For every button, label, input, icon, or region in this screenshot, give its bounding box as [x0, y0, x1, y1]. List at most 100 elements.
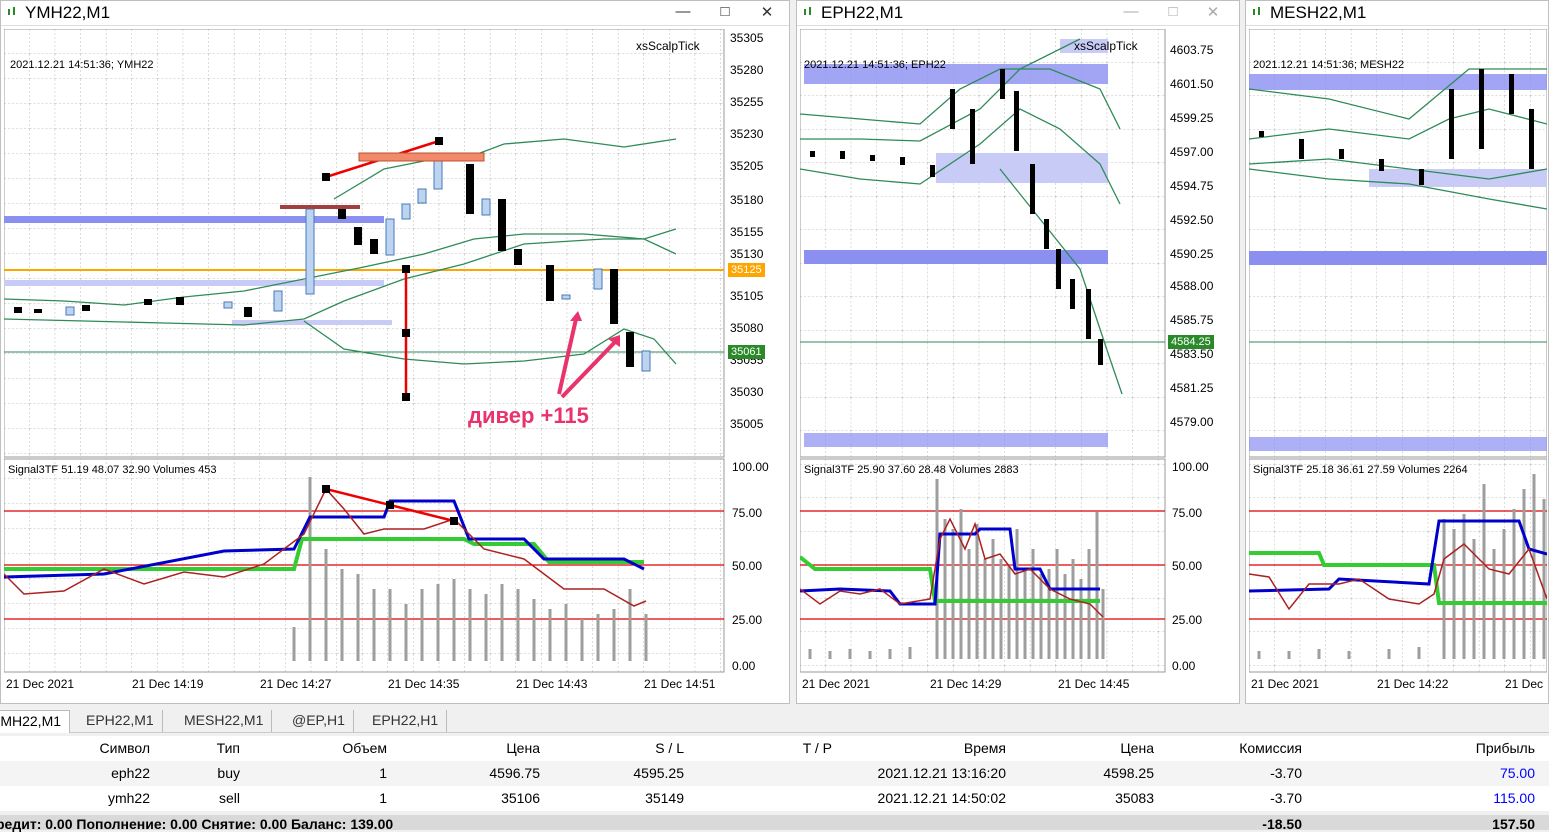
- tab-ymh22-m1[interactable]: YMH22,M1: [0, 710, 71, 733]
- price-tick: 4583.50: [1170, 347, 1214, 361]
- time-label: 21 Dec: [1505, 677, 1544, 691]
- maximize-icon[interactable]: □: [1168, 3, 1178, 20]
- cell-volume: 1: [379, 765, 387, 781]
- col-header-price[interactable]: Цена: [506, 740, 540, 756]
- cell-symbol: eph22: [111, 765, 150, 781]
- divergence-annotation: дивер +115: [468, 403, 589, 428]
- sub-tick: 100.00: [1172, 460, 1209, 474]
- col-header-symbol[interactable]: Символ: [99, 740, 150, 756]
- candles: [1259, 69, 1534, 185]
- time-label: 21 Dec 14:51: [644, 677, 716, 691]
- sub-tick: 0.00: [732, 659, 756, 673]
- cell-type: sell: [218, 790, 240, 806]
- time-label: 21 Dec 2021: [802, 677, 871, 691]
- col-header-time[interactable]: Время: [963, 740, 1006, 756]
- col-header-type[interactable]: Тип: [216, 740, 240, 756]
- chart-info-label: 2021.12.21 14:51:36; MESH22: [1253, 59, 1405, 71]
- cell-sl: 35149: [645, 790, 684, 806]
- cell-symbol: ymh22: [107, 790, 150, 806]
- minimize-icon[interactable]: —: [675, 3, 691, 20]
- close-icon[interactable]: ✕: [1206, 4, 1220, 21]
- col-header-volume[interactable]: Объем: [342, 740, 387, 756]
- chart-icon: [804, 7, 811, 15]
- chart-canvas: [4, 29, 725, 673]
- account-summary-row: редит: 0.00 Пополнение: 0.00 Снятие: 0.0…: [0, 815, 1549, 832]
- cell-commission: -3.70: [1270, 765, 1302, 781]
- price-chart[interactable]: 2021.12.21 14:51:36; YMH22 xsScalpTick S…: [4, 29, 786, 700]
- sub-tick: 25.00: [732, 613, 763, 627]
- bollinger-upper: [4, 228, 677, 306]
- price-tick: 4590.25: [1170, 247, 1214, 261]
- window-titlebar[interactable]: EPH22,M1 — □ ✕: [797, 1, 1239, 26]
- cell-price: 35106: [501, 790, 540, 806]
- price-chart[interactable]: 2021.12.21 14:51:36; MESH22 Signal3TF 25…: [1249, 29, 1547, 700]
- chart-icon: [1253, 7, 1260, 15]
- total-profit: 157.50: [1492, 816, 1535, 832]
- price-tick: 4601.50: [1170, 77, 1214, 91]
- cell-close-price: 35083: [1115, 790, 1154, 806]
- volume-bars: [292, 477, 648, 661]
- sub-tick: 0.00: [1172, 659, 1196, 673]
- indicator-label: xsScalpTick: [1074, 39, 1138, 53]
- table-header: Символ Тип Объем Цена S / L T / P Время …: [0, 736, 1549, 762]
- col-header-sl[interactable]: S / L: [655, 740, 684, 756]
- window-title: EPH22,M1: [821, 3, 904, 22]
- time-label: 21 Dec 14:22: [1377, 677, 1449, 691]
- price-tick: 4597.00: [1170, 145, 1214, 159]
- sub-tick: 100.00: [732, 460, 769, 474]
- time-label: 21 Dec 14:45: [1058, 677, 1130, 691]
- cell-profit: 75.00: [1499, 765, 1535, 781]
- chart-canvas: [1249, 29, 1547, 673]
- close-icon[interactable]: ✕: [760, 4, 774, 21]
- cell-close-price: 4598.25: [1103, 765, 1154, 781]
- cell-time: 2021.12.21 13:16:20: [877, 765, 1006, 781]
- price-tick: 35130: [730, 247, 764, 261]
- price-tag-bid: 35061: [728, 345, 765, 359]
- time-label: 21 Dec 2021: [1251, 677, 1320, 691]
- price-tick: 4592.50: [1170, 213, 1214, 227]
- cell-volume: 1: [379, 790, 387, 806]
- sub-tick: 75.00: [1172, 506, 1203, 520]
- col-header-commission[interactable]: Комиссия: [1239, 740, 1302, 756]
- col-header-tp[interactable]: T / P: [802, 740, 832, 756]
- time-label: 21 Dec 14:43: [516, 677, 588, 691]
- chart-window-mesh22[interactable]: MESH22,M1: [1245, 0, 1549, 704]
- time-label: 21 Dec 14:29: [930, 677, 1002, 691]
- chart-info-label: 2021.12.21 14:51:36; EPH22: [804, 59, 946, 71]
- price-chart[interactable]: 2021.12.21 14:51:36; EPH22 xsScalpTick S…: [800, 29, 1236, 700]
- price-tag-current: 35125: [728, 263, 765, 277]
- cell-sl: 4595.25: [633, 765, 684, 781]
- price-tick: 4585.75: [1170, 313, 1214, 327]
- price-tick: 4599.25: [1170, 111, 1214, 125]
- price-tick: 35205: [730, 159, 764, 173]
- signal-label: Signal3TF 25.90 37.60 28.48 Volumes 2883: [804, 464, 1019, 476]
- time-label: 21 Dec 14:19: [132, 677, 204, 691]
- chart-window-eph22[interactable]: EPH22,M1 — □ ✕: [796, 0, 1240, 704]
- minimize-icon[interactable]: —: [1123, 3, 1139, 20]
- total-commission: -18.50: [1262, 816, 1302, 832]
- time-label: 21 Dec 14:27: [260, 677, 332, 691]
- price-tick: 35005: [730, 417, 764, 431]
- tab-mesh22-m1[interactable]: MESH22,M1: [176, 710, 273, 732]
- signal-label: Signal3TF 25.18 36.61 27.59 Volumes 2264: [1253, 464, 1468, 476]
- table-row[interactable]: ymh22 sell 1 35106 35149 2021.12.21 14:5…: [0, 786, 1549, 811]
- tab-ep-h1[interactable]: @EP,H1: [284, 710, 354, 732]
- sub-tick: 50.00: [732, 559, 763, 573]
- price-tick: 4581.25: [1170, 381, 1214, 395]
- cell-commission: -3.70: [1270, 790, 1302, 806]
- col-header-close-price[interactable]: Цена: [1120, 740, 1154, 756]
- window-titlebar[interactable]: YMH22,M1 — □ ✕: [1, 1, 789, 26]
- cell-price: 4596.75: [489, 765, 540, 781]
- price-tick: 4594.75: [1170, 179, 1214, 193]
- tab-eph22-h1[interactable]: EPH22,H1: [364, 710, 448, 732]
- time-label: 21 Dec 2021: [6, 677, 75, 691]
- window-titlebar[interactable]: MESH22,M1: [1246, 1, 1548, 26]
- col-header-profit[interactable]: Прибыль: [1475, 740, 1535, 756]
- price-tag-bid: 4584.25: [1168, 335, 1214, 349]
- chart-window-ymh22[interactable]: YMH22,M1 — □ ✕: [0, 0, 790, 704]
- tab-eph22-m1[interactable]: EPH22,M1: [78, 710, 163, 732]
- time-label: 21 Dec 14:35: [388, 677, 460, 691]
- sub-tick: 25.00: [1172, 613, 1203, 627]
- table-row[interactable]: eph22 buy 1 4596.75 4595.25 2021.12.21 1…: [0, 761, 1549, 786]
- maximize-icon[interactable]: □: [720, 3, 730, 20]
